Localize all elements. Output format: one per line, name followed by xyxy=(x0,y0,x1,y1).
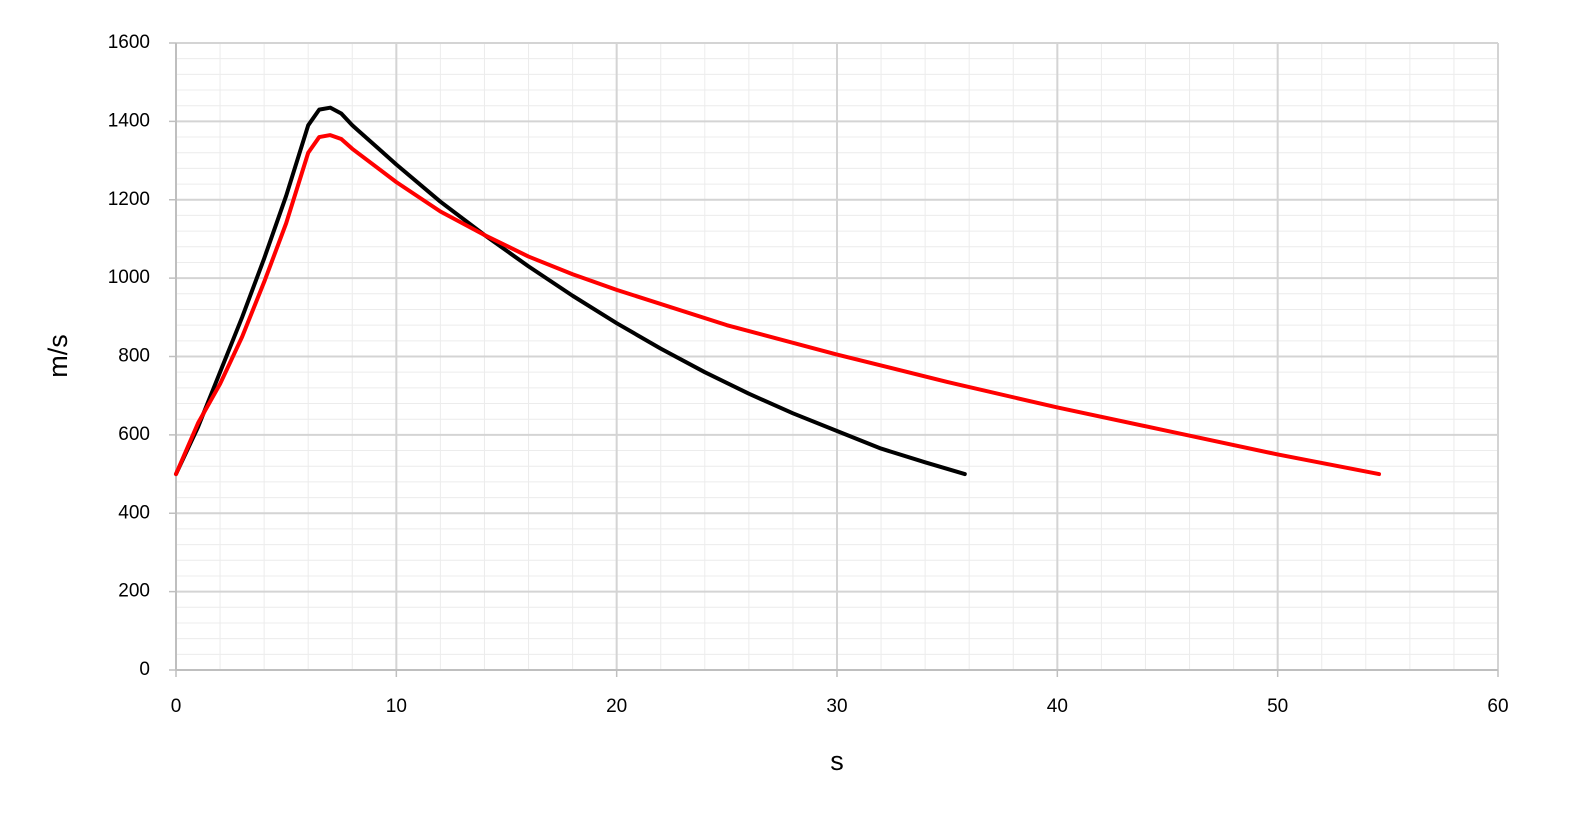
y-tick-label: 1200 xyxy=(108,189,150,210)
x-tick-label: 60 xyxy=(1487,696,1508,717)
y-axis-title: m/s xyxy=(43,334,73,378)
y-tick-label: 600 xyxy=(118,424,150,445)
x-tick-label: 40 xyxy=(1047,696,1068,717)
x-tick-label: 30 xyxy=(826,696,847,717)
series-line xyxy=(174,133,1382,477)
y-tick-label: 1000 xyxy=(108,267,150,288)
y-tick-label: 800 xyxy=(118,346,150,367)
x-tick-label: 20 xyxy=(606,696,627,717)
y-tick-label: 200 xyxy=(118,581,150,602)
y-tick-label: 0 xyxy=(139,659,150,680)
y-tick-label: 1400 xyxy=(108,110,150,131)
y-tick-label: 400 xyxy=(118,502,150,523)
x-tick-label: 10 xyxy=(386,696,407,717)
series-line xyxy=(174,105,967,477)
x-tick-label: 50 xyxy=(1267,696,1288,717)
x-tick-label: 0 xyxy=(171,696,182,717)
y-tick-label: 1600 xyxy=(108,32,150,53)
x-axis-title: s xyxy=(830,746,844,776)
